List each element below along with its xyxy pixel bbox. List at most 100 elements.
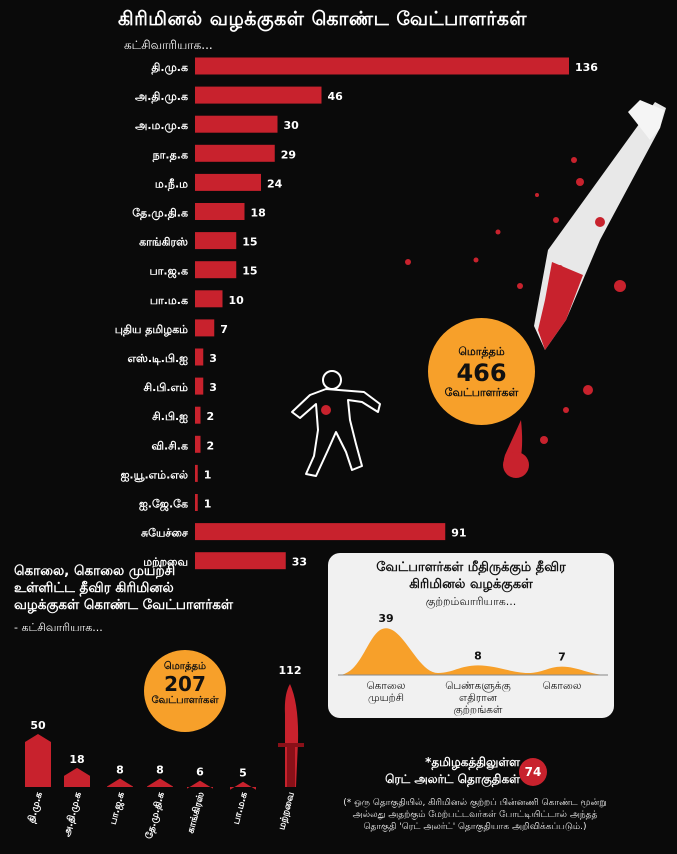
- party-label: ஐ.யூ.எம்.எல்: [121, 468, 188, 482]
- crime-value: 8: [474, 649, 482, 662]
- party-label: காங்கிரஸ்: [139, 236, 188, 249]
- party-bar: [195, 203, 245, 220]
- serious-bar-value: 8: [116, 764, 124, 777]
- party-bar-value: 15: [242, 236, 257, 249]
- serious-bar-value: 112: [279, 664, 302, 677]
- party-label: நா.த.க: [152, 148, 188, 162]
- serious-party-label: பா.ம.க: [231, 790, 250, 826]
- party-bar: [195, 494, 198, 511]
- party-bar-value: 10: [229, 294, 245, 307]
- crime-type-area-chart: 39 8 7 கொலை முயற்சி பெண்களுக்கு எதிரான குற்றங்க…: [338, 612, 608, 718]
- serious-bar: [25, 734, 51, 787]
- party-bar-value: 18: [251, 207, 266, 220]
- serious-total-value: 207: [164, 672, 206, 696]
- party-bar: [195, 232, 237, 250]
- crime-panel-title-line-2: கிரிமினல் வழக்குகள்: [409, 577, 533, 592]
- party-label: வி.சி.க: [151, 439, 188, 452]
- party-bar-value: 30: [284, 119, 300, 132]
- serious-party-label: பா.ஜ.க: [108, 790, 128, 826]
- total-label-bottom: வேட்பாளர்கள்: [444, 386, 519, 399]
- party-bar-value: 1: [204, 468, 212, 481]
- party-bar: [195, 523, 446, 541]
- crime-category-label: பெண்களுக்கு எதிரான குற்றங்கள்: [445, 680, 511, 718]
- serious-title-line-2: உள்ளிட்ட தீவிர கிரிமினல்: [14, 580, 174, 596]
- serious-section-subtitle: - கட்சிவாரியாக...: [14, 621, 103, 634]
- party-bar: [195, 86, 322, 104]
- serious-total-label-top: மொத்தம்: [163, 661, 207, 672]
- serious-bar-value: 50: [30, 719, 46, 732]
- serious-party-label: மற்றவை: [276, 791, 297, 831]
- serious-party-label: அ.தி.மு.க: [60, 790, 84, 838]
- total-candidates-badge: மொத்தம் 466 வேட்பாளர்கள்: [428, 318, 535, 425]
- party-bar: [195, 464, 198, 482]
- red-alert-label-line-1: *தமிழகத்திலுள்ள: [425, 755, 520, 769]
- party-label: ஐ.ஜே.கே: [139, 498, 188, 512]
- party-bar-value: 2: [207, 410, 215, 423]
- party-label: புதிய தமிழகம்: [115, 323, 188, 337]
- serious-bar: [147, 778, 173, 787]
- crime-category-label: கொலை முயற்சி: [366, 680, 405, 704]
- party-bar-value: 2: [207, 439, 215, 452]
- serious-title-line-1: கொலை, கொலை முயற்சி: [14, 563, 176, 579]
- knife-handle-icon: [287, 747, 295, 787]
- crime-value: 7: [558, 651, 566, 664]
- total-value: 466: [456, 359, 507, 387]
- serious-bar: [64, 767, 90, 787]
- serious-party-label: காங்கிரஸ்: [184, 790, 207, 835]
- party-bar-value: 91: [451, 527, 466, 540]
- party-bar-value: 3: [209, 352, 217, 365]
- party-label: பா.ஜ.க: [150, 265, 189, 279]
- blood-stain-icon: [321, 405, 331, 415]
- party-bar: [195, 115, 278, 133]
- crime-type-panel: வேட்பாளர்கள் மீதிருக்கும் தீவிர கிரிமினல…: [328, 553, 614, 718]
- party-bar: [195, 144, 275, 162]
- party-label: அ.தி.மு.க: [135, 90, 188, 104]
- party-bar-value: 1: [204, 498, 212, 511]
- serious-bar: [107, 778, 133, 787]
- party-bar-value: 29: [281, 148, 296, 161]
- red-alert-footnote: (* ஒரு தொகுதியில், கிரிமினல் குற்றப் பின…: [343, 798, 607, 832]
- party-bar: [195, 435, 201, 453]
- party-bar: [195, 261, 237, 279]
- page-title: கிரிமினல் வழக்குகள் கொண்ட வேட்பாளர்கள்: [118, 8, 528, 30]
- party-bar-value: 33: [292, 556, 307, 569]
- party-bar-value: 24: [267, 177, 283, 190]
- crime-panel-subtitle: குற்றம்வாரியாக...: [425, 595, 517, 608]
- party-label: எஸ்.டி.பி.ஐ: [127, 352, 188, 365]
- party-bar-value: 15: [242, 265, 257, 278]
- serious-party-label: தி.மு.க: [25, 790, 45, 825]
- party-bar: [195, 290, 223, 308]
- party-bar: [195, 348, 204, 366]
- crime-area: [338, 628, 608, 675]
- party-label: அ.ம.மு.க: [135, 119, 188, 133]
- party-bar: [195, 406, 201, 424]
- total-label-top: மொத்தம்: [458, 345, 505, 358]
- party-bar-value: 136: [575, 61, 598, 74]
- serious-total-label-bottom: வேட்பாளர்கள்: [151, 695, 219, 706]
- red-alert-label-line-2: ரெட் அலர்ட் தொகுதிகள்: [385, 772, 520, 786]
- party-label: ம.நீ.ம: [155, 177, 188, 191]
- crime-category-label: கொலை: [542, 680, 581, 692]
- crime-panel-title-line-1: வேட்பாளர்கள் மீதிருக்கும் தீவிர: [376, 560, 566, 575]
- party-bar: [195, 57, 569, 75]
- red-alert-label: *தமிழகத்திலுள்ள ரெட் அலர்ட் தொகுதிகள்: [362, 754, 520, 788]
- serious-total-badge: மொத்தம் 207 வேட்பாளர்கள்: [144, 650, 226, 732]
- serious-bar-value: 18: [69, 753, 84, 766]
- party-label: சுயேச்சை: [141, 527, 189, 540]
- serious-title-line-3: வழக்குகள் கொண்ட வேட்பாளர்கள்: [14, 597, 234, 613]
- party-bar: [195, 377, 204, 395]
- knife-guard-icon: [278, 743, 304, 747]
- serious-section-title: கொலை, கொலை முயற்சி உள்ளிட்ட தீவிர கிரிமி…: [14, 563, 233, 614]
- party-label: சி.பி.எம்: [144, 381, 189, 394]
- knife-illustration: [405, 100, 666, 478]
- red-alert-count-badge: 74: [519, 758, 547, 786]
- party-bar: [195, 552, 286, 570]
- party-bar-value: 7: [220, 323, 228, 336]
- party-label: மற்றவை: [143, 556, 188, 569]
- party-label: பா.ம.க: [150, 294, 188, 307]
- serious-bar-value: 5: [239, 767, 247, 780]
- party-bar-value: 46: [328, 90, 344, 103]
- party-label: தே.மு.தி.க: [132, 207, 188, 221]
- crime-panel-title: வேட்பாளர்கள் மீதிருக்கும் தீவிர கிரிமினல…: [328, 559, 614, 593]
